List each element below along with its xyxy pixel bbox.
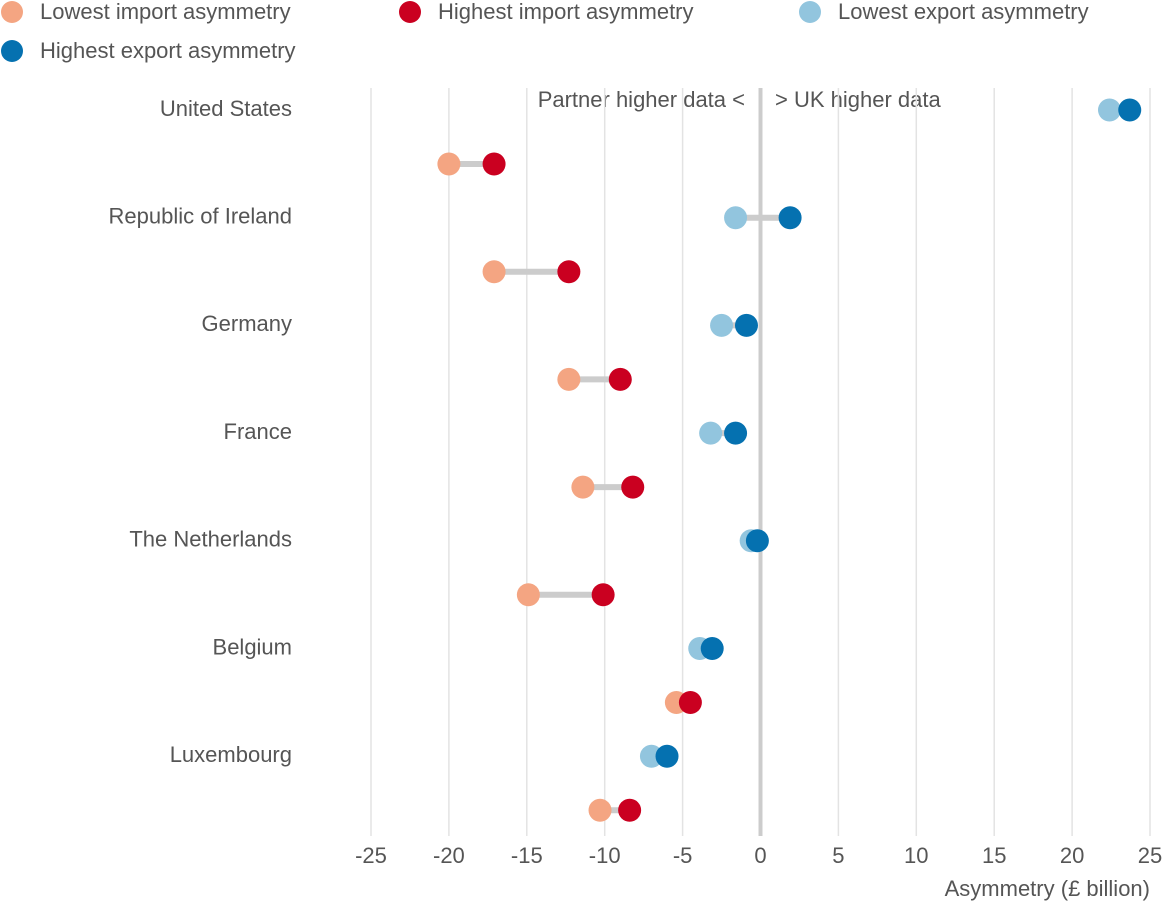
x-tick-label: -10 bbox=[589, 843, 621, 868]
category-label: The Netherlands bbox=[129, 527, 292, 552]
dot bbox=[516, 583, 540, 607]
legend-label: Highest import asymmetry bbox=[438, 0, 694, 24]
x-tick-label: -5 bbox=[673, 843, 693, 868]
dot bbox=[588, 798, 612, 822]
dot bbox=[1097, 98, 1121, 122]
x-tick-label: 20 bbox=[1060, 843, 1084, 868]
dot bbox=[1118, 98, 1142, 122]
dot bbox=[621, 475, 645, 499]
dot bbox=[557, 367, 581, 391]
legend-label: Lowest export asymmetry bbox=[838, 0, 1089, 24]
dot bbox=[745, 529, 769, 553]
legend-marker bbox=[399, 1, 421, 23]
category-label: France bbox=[224, 419, 292, 444]
legend-label: Highest export asymmetry bbox=[40, 38, 296, 63]
category-label: Belgium bbox=[213, 634, 292, 659]
dot bbox=[734, 313, 758, 337]
x-tick-label: 15 bbox=[982, 843, 1006, 868]
dot bbox=[482, 152, 506, 176]
dot bbox=[710, 313, 734, 337]
dot bbox=[557, 260, 581, 284]
x-tick-label: -25 bbox=[355, 843, 387, 868]
category-label: Luxembourg bbox=[170, 742, 292, 767]
dot bbox=[678, 691, 702, 714]
legend-marker bbox=[1, 1, 23, 23]
x-tick-label: 25 bbox=[1138, 843, 1162, 868]
dot bbox=[571, 475, 595, 499]
x-tick-label: -15 bbox=[511, 843, 543, 868]
dot bbox=[591, 583, 615, 607]
dot bbox=[482, 260, 506, 284]
x-tick-label: 10 bbox=[904, 843, 928, 868]
category-label: United States bbox=[160, 96, 292, 121]
legend-marker bbox=[799, 1, 821, 23]
dot bbox=[618, 798, 642, 822]
annotation: > UK higher data bbox=[775, 87, 941, 112]
dot bbox=[699, 421, 723, 445]
dot bbox=[700, 637, 724, 660]
category-label: Germany bbox=[202, 311, 292, 336]
dot bbox=[655, 744, 679, 768]
annotation: Partner higher data < bbox=[538, 87, 745, 112]
dot bbox=[608, 367, 632, 391]
x-tick-label: 5 bbox=[832, 843, 844, 868]
x-tick-label: -20 bbox=[433, 843, 465, 868]
dot bbox=[724, 421, 748, 445]
dot bbox=[724, 206, 748, 230]
legend-marker bbox=[1, 40, 23, 62]
dot bbox=[778, 206, 802, 230]
legend-label: Lowest import asymmetry bbox=[40, 0, 291, 24]
grid bbox=[370, 88, 1151, 836]
dot bbox=[437, 152, 461, 176]
x-tick-label: 0 bbox=[754, 843, 766, 868]
x-axis-label: Asymmetry (£ billion) bbox=[945, 876, 1150, 901]
category-label: Republic of Ireland bbox=[109, 204, 292, 229]
